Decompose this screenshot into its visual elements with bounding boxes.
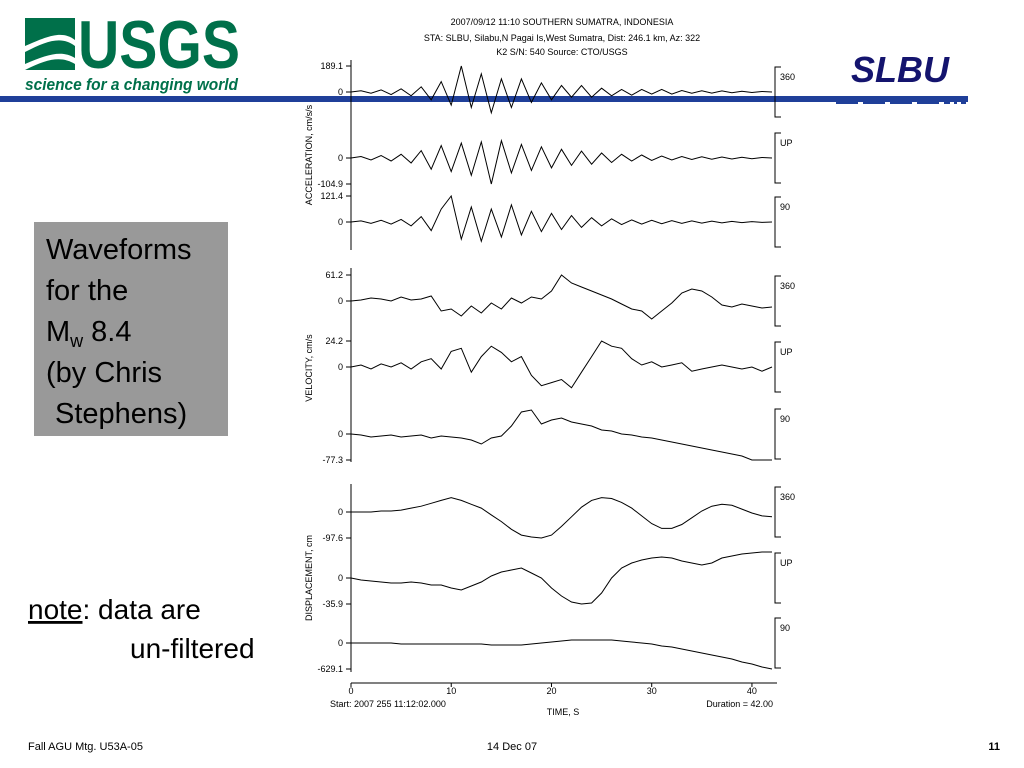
x-tick-label: 20 (546, 686, 556, 696)
footer-date: 14 Dec 07 (487, 741, 537, 753)
component-label: 90 (780, 414, 790, 424)
y-axis-label: ACCELERATION, cm/s/s (304, 104, 314, 205)
trace-bracket (774, 132, 781, 184)
y-tick-label: -35.9 (322, 599, 343, 609)
duration-label: Duration = 42.00 (706, 699, 773, 709)
y-tick-label: 0 (338, 217, 343, 227)
trace-bracket (774, 196, 781, 248)
y-tick-label: -629.1 (317, 664, 343, 674)
x-tick-label: 0 (348, 686, 353, 696)
component-label: UP (780, 138, 793, 148)
x-tick-label: 10 (446, 686, 456, 696)
sidebar-line: for the (46, 275, 128, 307)
y-tick-label: 121.4 (320, 191, 343, 201)
sidebar-line: Waveforms (46, 234, 192, 266)
sidebar-line: Stephens) (55, 398, 187, 430)
y-tick-label: 0 (338, 507, 343, 517)
waveform (350, 194, 773, 244)
waveform (350, 340, 773, 389)
sidebar-line: (by Chris (46, 357, 162, 389)
component-label: 360 (780, 281, 795, 291)
y-axis-label: VELOCITY, cm/s (304, 334, 314, 402)
component-label: UP (780, 347, 793, 357)
y-tick-label: 0 (338, 362, 343, 372)
trace-bracket (774, 408, 781, 460)
magnitude-value: 8.4 (91, 316, 131, 348)
plot: 0 10 20 30 40 ACCELERATION, cm/s/s 189.1 0 360 0 -… (304, 60, 795, 696)
note-label: note (28, 594, 83, 625)
x-tick-label: 30 (647, 686, 657, 696)
waveform (351, 639, 773, 670)
y-tick-label: 0 (338, 87, 343, 97)
trace-bracket (774, 341, 781, 393)
y-tick-label: -104.9 (317, 179, 343, 189)
waveform (350, 138, 773, 185)
waveform (350, 409, 772, 461)
y-tick-label: -77.3 (322, 455, 343, 465)
component-label: 360 (780, 72, 795, 82)
waveform (350, 65, 773, 115)
header-bar (0, 96, 968, 102)
trace-bracket (774, 66, 781, 118)
trace-bracket (774, 552, 781, 604)
note-text: un-filtered (130, 633, 255, 664)
trace-bracket (774, 617, 781, 669)
trace-bracket (774, 275, 781, 327)
component-label: 360 (780, 492, 795, 502)
y-axis-label: DISPLACEMENT, cm (304, 535, 314, 621)
logo-icon (25, 18, 75, 70)
chart-title: 2007/09/12 11:10 SOUTHERN SUMATRA, INDON… (451, 17, 674, 27)
waveform (350, 274, 773, 320)
x-tick-label: 40 (747, 686, 757, 696)
y-tick-label: 61.2 (325, 270, 343, 280)
y-tick-label: 189.1 (320, 61, 343, 71)
logo-text: USGS (78, 7, 240, 83)
logo-tagline: science for a changing world (25, 75, 239, 94)
magnitude-subscript: w (69, 331, 84, 351)
page-number: 11 (988, 741, 1000, 753)
trace-bracket (774, 486, 781, 538)
footer-left: Fall AGU Mtg. U53A-05 (28, 741, 143, 753)
start-label: Start: 2007 255 11:12:02.000 (330, 699, 446, 709)
sidebar-magnitude: Mw 8.4 (46, 316, 132, 351)
chart-title: STA: SLBU, Silabu,N Pagai Is,West Sumatr… (424, 33, 700, 43)
y-tick-label: 0 (338, 153, 343, 163)
chart-title: K2 S/N: 540 Source: CTO/USGS (496, 47, 627, 57)
note-text: : data are (83, 594, 201, 625)
y-tick-label: 0 (338, 573, 343, 583)
y-tick-label: -97.6 (322, 533, 343, 543)
station-title: SLBU (851, 49, 950, 90)
note-line: note: data are (28, 594, 201, 625)
y-tick-label: 24.2 (325, 336, 343, 346)
x-axis-label: TIME, S (547, 707, 580, 717)
component-label: UP (780, 558, 793, 568)
y-tick-label: 0 (338, 638, 343, 648)
sidebar-box (34, 222, 228, 436)
component-label: 90 (780, 202, 790, 212)
waveform (350, 551, 772, 605)
component-label: 90 (780, 623, 790, 633)
y-tick-label: 0 (338, 429, 343, 439)
magnitude-symbol: M (46, 316, 70, 348)
waveform (351, 497, 773, 539)
y-tick-label: 0 (338, 296, 343, 306)
